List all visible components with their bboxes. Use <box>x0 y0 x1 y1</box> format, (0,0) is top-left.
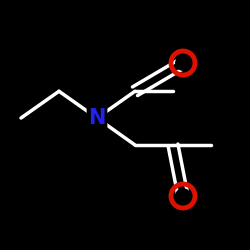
Text: N: N <box>88 108 106 128</box>
Circle shape <box>176 56 190 70</box>
Circle shape <box>176 189 190 203</box>
